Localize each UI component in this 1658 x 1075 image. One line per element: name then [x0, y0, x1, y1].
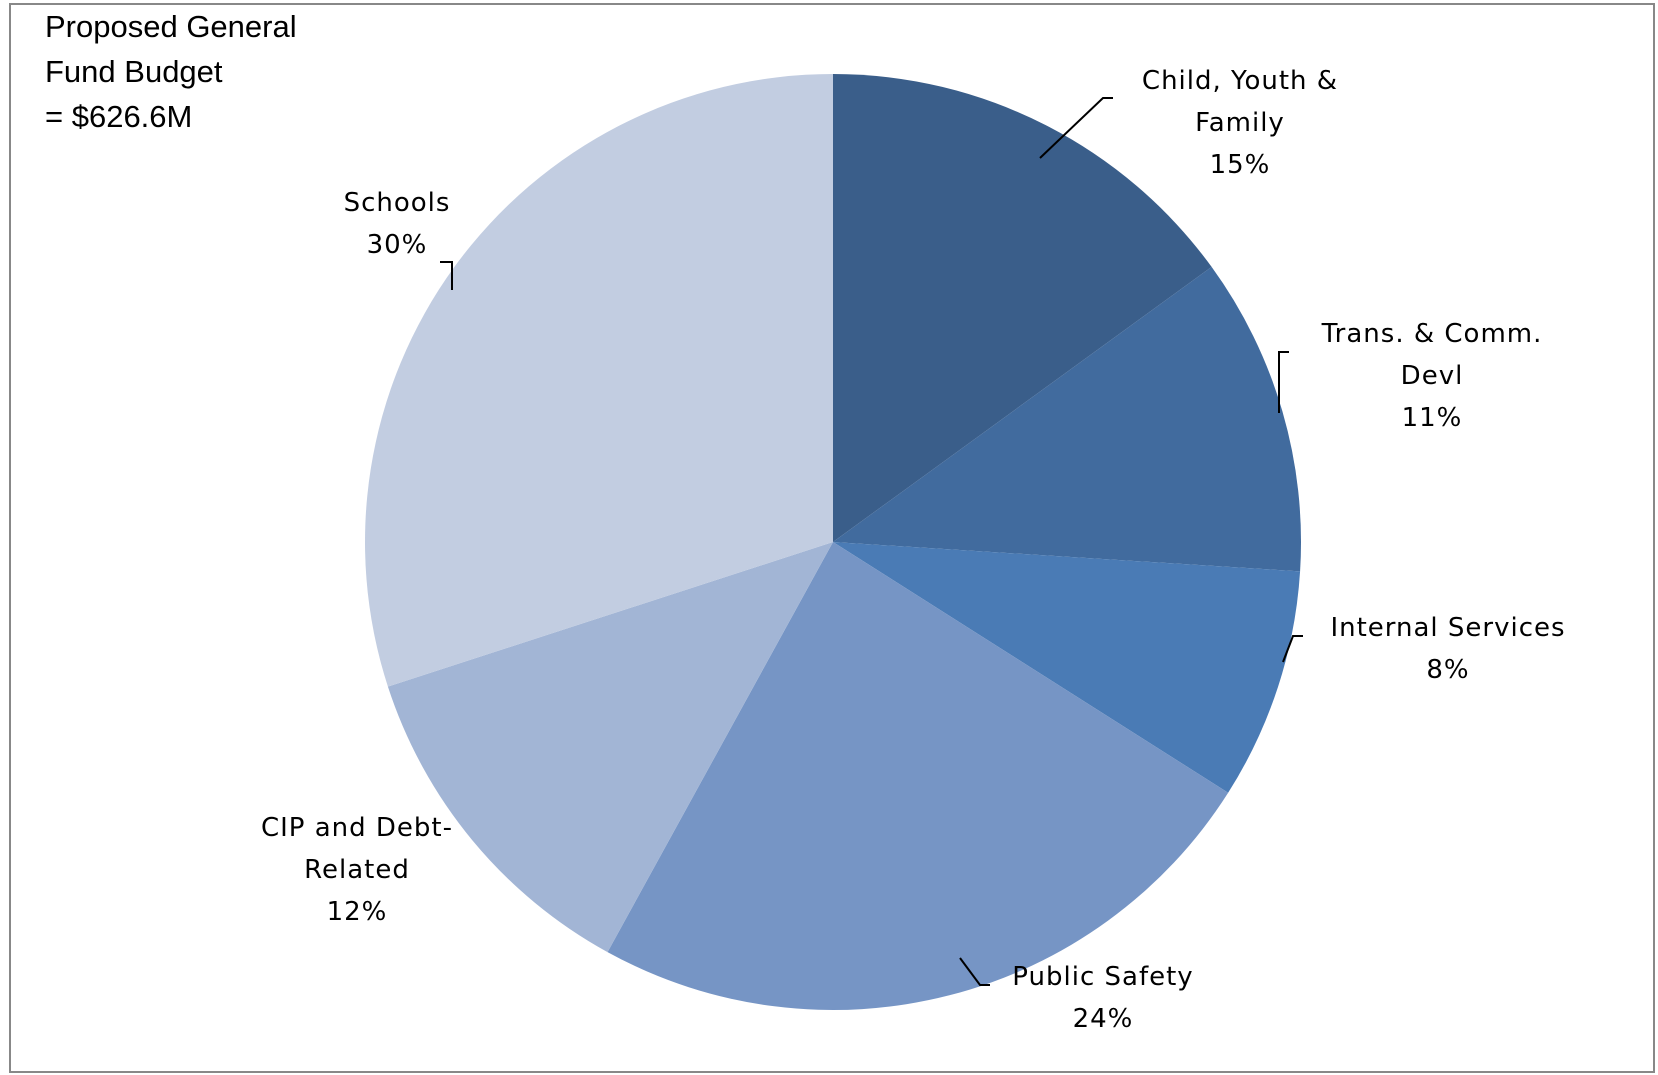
leaders-layer	[440, 97, 1303, 986]
slice-percent-label: 15%	[1210, 150, 1271, 180]
pie-slice	[833, 542, 1301, 793]
chart-title-line: Fund Budget	[45, 54, 223, 89]
slice-name-label: Internal Services	[1330, 613, 1565, 643]
slice-name-label: Child, Youth &	[1142, 66, 1338, 96]
slice-name-label: Trans. & Comm.	[1321, 319, 1543, 349]
slice-name-label: Schools	[344, 188, 451, 218]
slice-label: Schools 30%	[344, 188, 451, 260]
chart-title-line: = $626.6M	[45, 99, 192, 134]
slice-name-label: CIP and Debt-	[261, 813, 453, 843]
leader-line	[1039, 97, 1113, 159]
pie-slice	[833, 74, 1212, 542]
slice-percent-label: 24%	[1073, 1004, 1134, 1034]
slice-name-label: Public Safety	[1012, 962, 1193, 992]
chart-title-line: Proposed General	[45, 9, 297, 44]
labels-layer: Child, Youth & Family 15% Trans. & Comm. Dev…	[261, 66, 1565, 1034]
leader-line	[440, 261, 453, 290]
slices-layer	[365, 74, 1302, 1011]
slice-label: Child, Youth & Family 15%	[1142, 66, 1338, 180]
slice-percent-label: 8%	[1426, 655, 1469, 685]
slice-percent-label: 11%	[1402, 403, 1463, 433]
slice-label: Public Safety 24%	[1012, 962, 1193, 1034]
pie-slice	[365, 74, 833, 687]
slice-name-label: Devl	[1401, 361, 1464, 391]
slice-percent-label: 12%	[327, 897, 388, 927]
chart-title: Proposed General Fund Budget = $626.6M	[45, 9, 297, 134]
slice-percent-label: 30%	[367, 230, 428, 260]
pie-slice	[387, 542, 833, 953]
slice-name-label: Related	[304, 855, 410, 885]
pie-slice	[833, 266, 1302, 572]
slice-label: Internal Services 8%	[1330, 613, 1565, 685]
pie-slice	[607, 542, 1229, 1011]
slice-label: CIP and Debt- Related 12%	[261, 813, 453, 927]
leader-line	[1282, 635, 1303, 663]
leader-line	[1278, 351, 1289, 413]
slice-name-label: Family	[1195, 108, 1285, 138]
slice-label: Trans. & Comm. Devl 11%	[1321, 319, 1543, 433]
leader-line	[959, 957, 990, 986]
